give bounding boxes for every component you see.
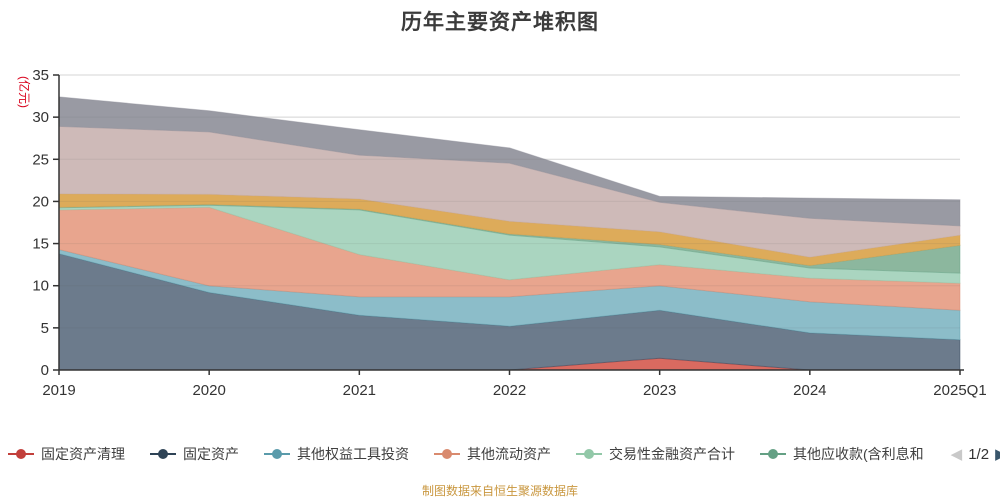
y-tick-label: 25 [32,151,49,168]
legend-pager: ◀ 1/2 ▶ [951,446,1000,463]
x-tick-label: 2023 [643,382,676,399]
legend-line-dot-icon [760,449,786,459]
legend-item-label: 其他权益工具投资 [297,446,409,462]
legend-pager-next-icon[interactable]: ▶ [995,447,1000,462]
y-tick-label: 0 [41,362,49,379]
legend-line-dot-icon [150,449,176,459]
x-tick-label: 2024 [793,382,826,399]
legend-item-label: 其他流动资产 [467,446,551,462]
legend-item-label: 其他应收款(含利息和 [793,446,924,462]
y-tick-label: 30 [32,109,49,126]
legend-item-2[interactable]: 其他权益工具投资 [264,444,409,464]
area-series-6[interactable] [58,193,961,267]
legend-line-dot-icon [264,449,290,459]
legend: 固定资产清理 固定资产 其他权益工具投资 其他流动资产 交易性金融资产合计 其他应收款(含… [8,444,1000,464]
area-series-7[interactable] [58,125,961,258]
area-series-8[interactable] [58,96,961,227]
data-source-note: 制图数据来自恒生聚源数据库 [421,484,578,498]
legend-item-3[interactable]: 其他流动资产 [434,444,551,464]
y-tick-label: 20 [32,193,49,210]
area-series-5[interactable] [58,203,961,274]
x-tick-label: 2025Q1 [933,382,986,399]
y-tick-label: 35 [32,67,49,84]
legend-pager-label: 1/2 [968,445,990,463]
x-tick-label: 2022 [493,382,526,399]
area-series-4[interactable] [58,204,961,284]
legend-item-0[interactable]: 固定资产清理 [8,444,125,464]
legend-line-dot-icon [8,449,34,459]
chart-title: 历年主要资产堆积图 [401,11,599,34]
legend-item-1[interactable]: 固定资产 [150,444,239,464]
legend-item-label: 交易性金融资产合计 [609,446,735,462]
y-tick-label: 15 [32,236,49,253]
legend-item-4[interactable]: 交易性金融资产合计 [576,444,735,464]
legend-item-label: 固定资产 [183,446,239,462]
x-tick-label: 2019 [42,382,75,399]
legend-line-dot-icon [576,449,602,459]
legend-item-5[interactable]: 其他应收款(含利息和 [760,444,924,464]
legend-pager-prev-icon[interactable]: ◀ [950,445,963,463]
legend-line-dot-icon [434,449,460,459]
x-tick-label: 2020 [192,382,225,399]
y-axis-unit-label: (亿元) [17,76,32,108]
x-tick-label: 2021 [343,382,376,399]
y-tick-label: 10 [32,278,49,295]
plot-svg: 0 5 10 15 20 25 30 35 2019 2020 2021 2022 2023 2024 20… [17,67,987,399]
legend-item-label: 固定资产清理 [41,446,125,462]
y-tick-label: 5 [41,320,49,337]
